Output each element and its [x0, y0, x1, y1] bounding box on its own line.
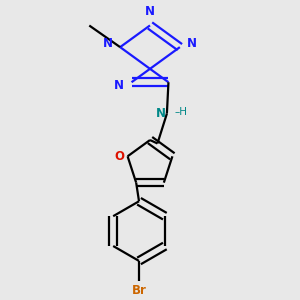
Text: N: N	[145, 4, 155, 18]
Text: N: N	[187, 37, 197, 50]
Text: Br: Br	[132, 284, 146, 298]
Text: N: N	[103, 37, 113, 50]
Text: –H: –H	[175, 107, 188, 117]
Text: N: N	[156, 107, 166, 120]
Text: O: O	[115, 150, 125, 163]
Text: N: N	[114, 79, 124, 92]
